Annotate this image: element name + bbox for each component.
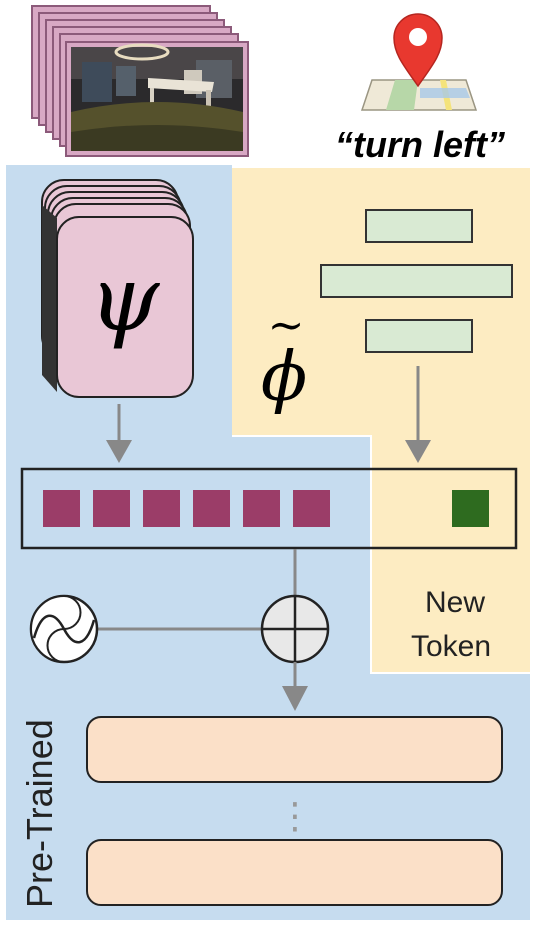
- new-token-label-line1: New: [425, 586, 485, 619]
- instruction-text: “turn left”: [335, 124, 505, 165]
- visual-token: [193, 490, 230, 527]
- visual-token: [43, 490, 80, 527]
- adapter-bar-3: [365, 319, 473, 353]
- visual-token: [93, 490, 130, 527]
- adapter-bar-1: [365, 209, 473, 243]
- encoder-psi-card: [56, 216, 194, 398]
- encoder-psi-symbol: ψ: [89, 247, 161, 352]
- transformer-layer-top: [86, 716, 503, 783]
- adapter-phi: ϕ ~: [261, 209, 513, 417]
- sum-operator-icon: [260, 594, 330, 664]
- map-pin-icon: [360, 13, 478, 111]
- positional-encoding-icon: [29, 594, 99, 664]
- arrow-encoder-to-tokens: [106, 404, 132, 463]
- adapter-bar-2: [320, 264, 513, 298]
- transformer-layer-bottom: [86, 839, 503, 906]
- token-sequence-box: [20, 467, 518, 550]
- pretrained-label: Pre-Trained: [19, 719, 60, 908]
- encoder-psi-stack: ψ: [41, 179, 194, 398]
- arrow-adapter-to-new-token: [405, 366, 431, 463]
- layers-ellipsis: ⋮: [277, 795, 313, 836]
- visual-token: [293, 490, 330, 527]
- new-token-label-line2: Token: [411, 630, 491, 663]
- arrow-sum-to-layers: [282, 662, 308, 711]
- visual-token: [143, 490, 180, 527]
- adapter-phi-tilde: ~: [268, 300, 305, 351]
- camera-frames-stack: [31, 5, 249, 157]
- token-sequence: [20, 467, 518, 550]
- camera-frame-front: [65, 41, 249, 157]
- adapter-phi-symbol: ϕ: [261, 338, 307, 417]
- new-token: [452, 490, 489, 527]
- visual-token: [243, 490, 280, 527]
